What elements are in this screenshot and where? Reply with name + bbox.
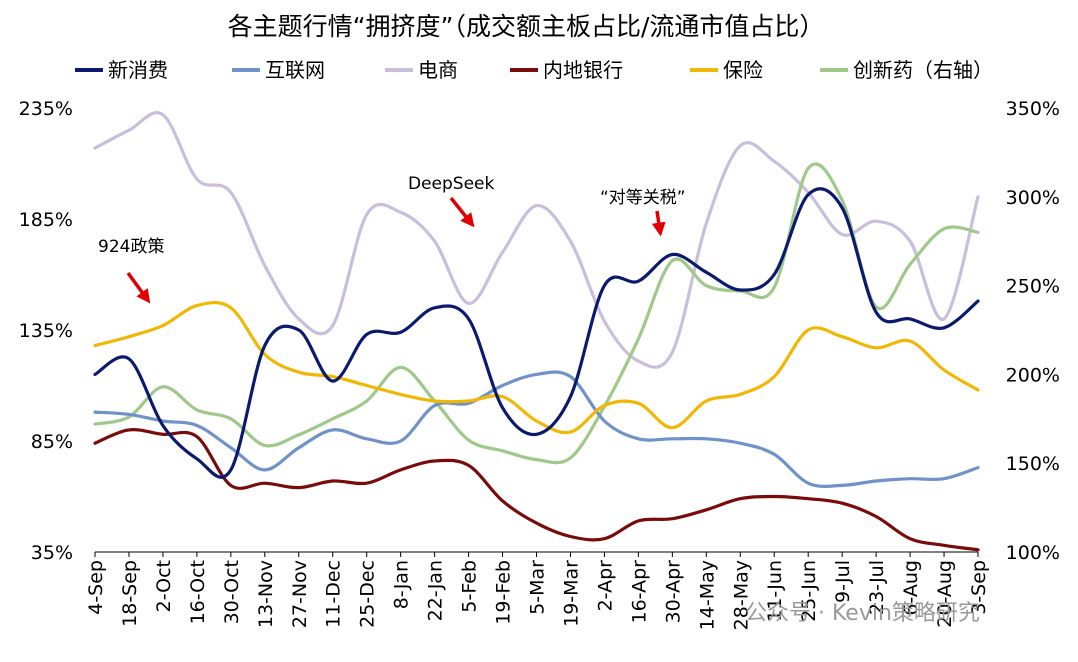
legend-entry: 新消费	[75, 58, 168, 82]
x-tick-label: 25-Jun	[798, 560, 820, 622]
x-tick-label: 30-Apr	[662, 560, 684, 624]
x-tick-label: 30-Oct	[221, 560, 243, 624]
series-line-0	[93, 187, 980, 479]
annotations: 924政策 DeepSeek “对等关税”	[98, 174, 686, 304]
x-tick-label: 25-Dec	[357, 560, 379, 628]
legend-entry: 保险	[690, 58, 763, 82]
left-tick-label: 85%	[31, 431, 73, 453]
legend-label: 新消费	[108, 58, 168, 82]
x-tick-label: 8-Jan	[391, 560, 413, 609]
annotation-arrow	[651, 210, 666, 237]
annotation-label: DeepSeek	[408, 174, 495, 194]
x-tick-label: 28-May	[730, 560, 752, 630]
annotation-label: “对等关税”	[600, 188, 686, 208]
x-tick-label: 23-Jul	[866, 560, 888, 615]
right-tick-label: 200%	[1006, 364, 1060, 386]
legend-entry: 内地银行	[510, 58, 623, 82]
chart-title: 各主题行情“拥挤度”（成交额主板占比/流通市值占比）	[228, 12, 825, 41]
legend-label: 创新药（右轴）	[853, 58, 993, 82]
legend-entry: 创新药（右轴）	[820, 58, 993, 82]
left-tick-label: 135%	[19, 320, 73, 342]
x-tick-label: 14-May	[696, 560, 718, 630]
series-line-2	[93, 111, 980, 369]
left-tick-label: 235%	[19, 98, 73, 120]
x-tick-label: 11-Dec	[323, 560, 345, 628]
series-line-3	[93, 428, 980, 552]
series-line-5	[93, 162, 980, 465]
x-tick-label: 11-Jun	[764, 560, 786, 622]
series-line-4	[93, 300, 980, 435]
annotation-arrow	[449, 196, 475, 228]
x-tick-label: 16-Oct	[187, 560, 209, 624]
legend-label: 保险	[723, 58, 763, 82]
legend-label: 内地银行	[543, 58, 623, 82]
right-tick-label: 100%	[1006, 542, 1060, 564]
x-tick-label: 2-Apr	[594, 560, 616, 612]
series-line-1	[93, 370, 980, 488]
x-tick-label: 19-Mar	[560, 560, 582, 627]
x-tick-label: 19-Feb	[493, 560, 515, 625]
legend: 新消费 互联网 电商 内地银行 保险 创新药（右轴）	[75, 58, 993, 82]
axes: 4-Sep 18-Sep 2-Oct 16-Oct 30-Oct 13-Nov 27-Nov…	[19, 98, 1060, 630]
legend-entry: 电商	[385, 58, 458, 82]
series-layer	[93, 111, 980, 552]
annotation-label: 924政策	[98, 237, 164, 257]
x-tick-label: 9-Jul	[832, 560, 854, 603]
legend-label: 电商	[418, 58, 458, 82]
x-tick-label: 27-Nov	[289, 560, 311, 628]
left-tick-label: 35%	[31, 542, 73, 564]
legend-label: 互联网	[265, 58, 325, 82]
x-tick-label: 4-Sep	[85, 560, 107, 615]
x-tick-label: 13-Nov	[255, 560, 277, 628]
x-tick-label: 22-Jan	[425, 560, 447, 621]
x-tick-label: 3-Sep	[968, 560, 990, 615]
annotation-arrow	[126, 271, 151, 304]
x-tick-label: 5-Mar	[527, 560, 549, 615]
x-tick-label: 20-Aug	[934, 560, 956, 628]
x-tick-label: 2-Oct	[153, 560, 175, 612]
x-tick-label: 16-Apr	[628, 560, 650, 624]
legend-entry: 互联网	[232, 58, 325, 82]
x-tick-label: 6-Aug	[900, 560, 922, 616]
right-tick-label: 150%	[1006, 453, 1060, 475]
watermark: 公众号 · Kevin策略研究	[745, 601, 980, 626]
x-tick-label: 18-Sep	[119, 560, 141, 627]
right-tick-label: 250%	[1006, 276, 1060, 298]
x-tick-label: 5-Feb	[459, 560, 481, 613]
left-tick-label: 185%	[19, 209, 73, 231]
right-tick-label: 350%	[1006, 98, 1060, 120]
right-tick-label: 300%	[1006, 187, 1060, 209]
